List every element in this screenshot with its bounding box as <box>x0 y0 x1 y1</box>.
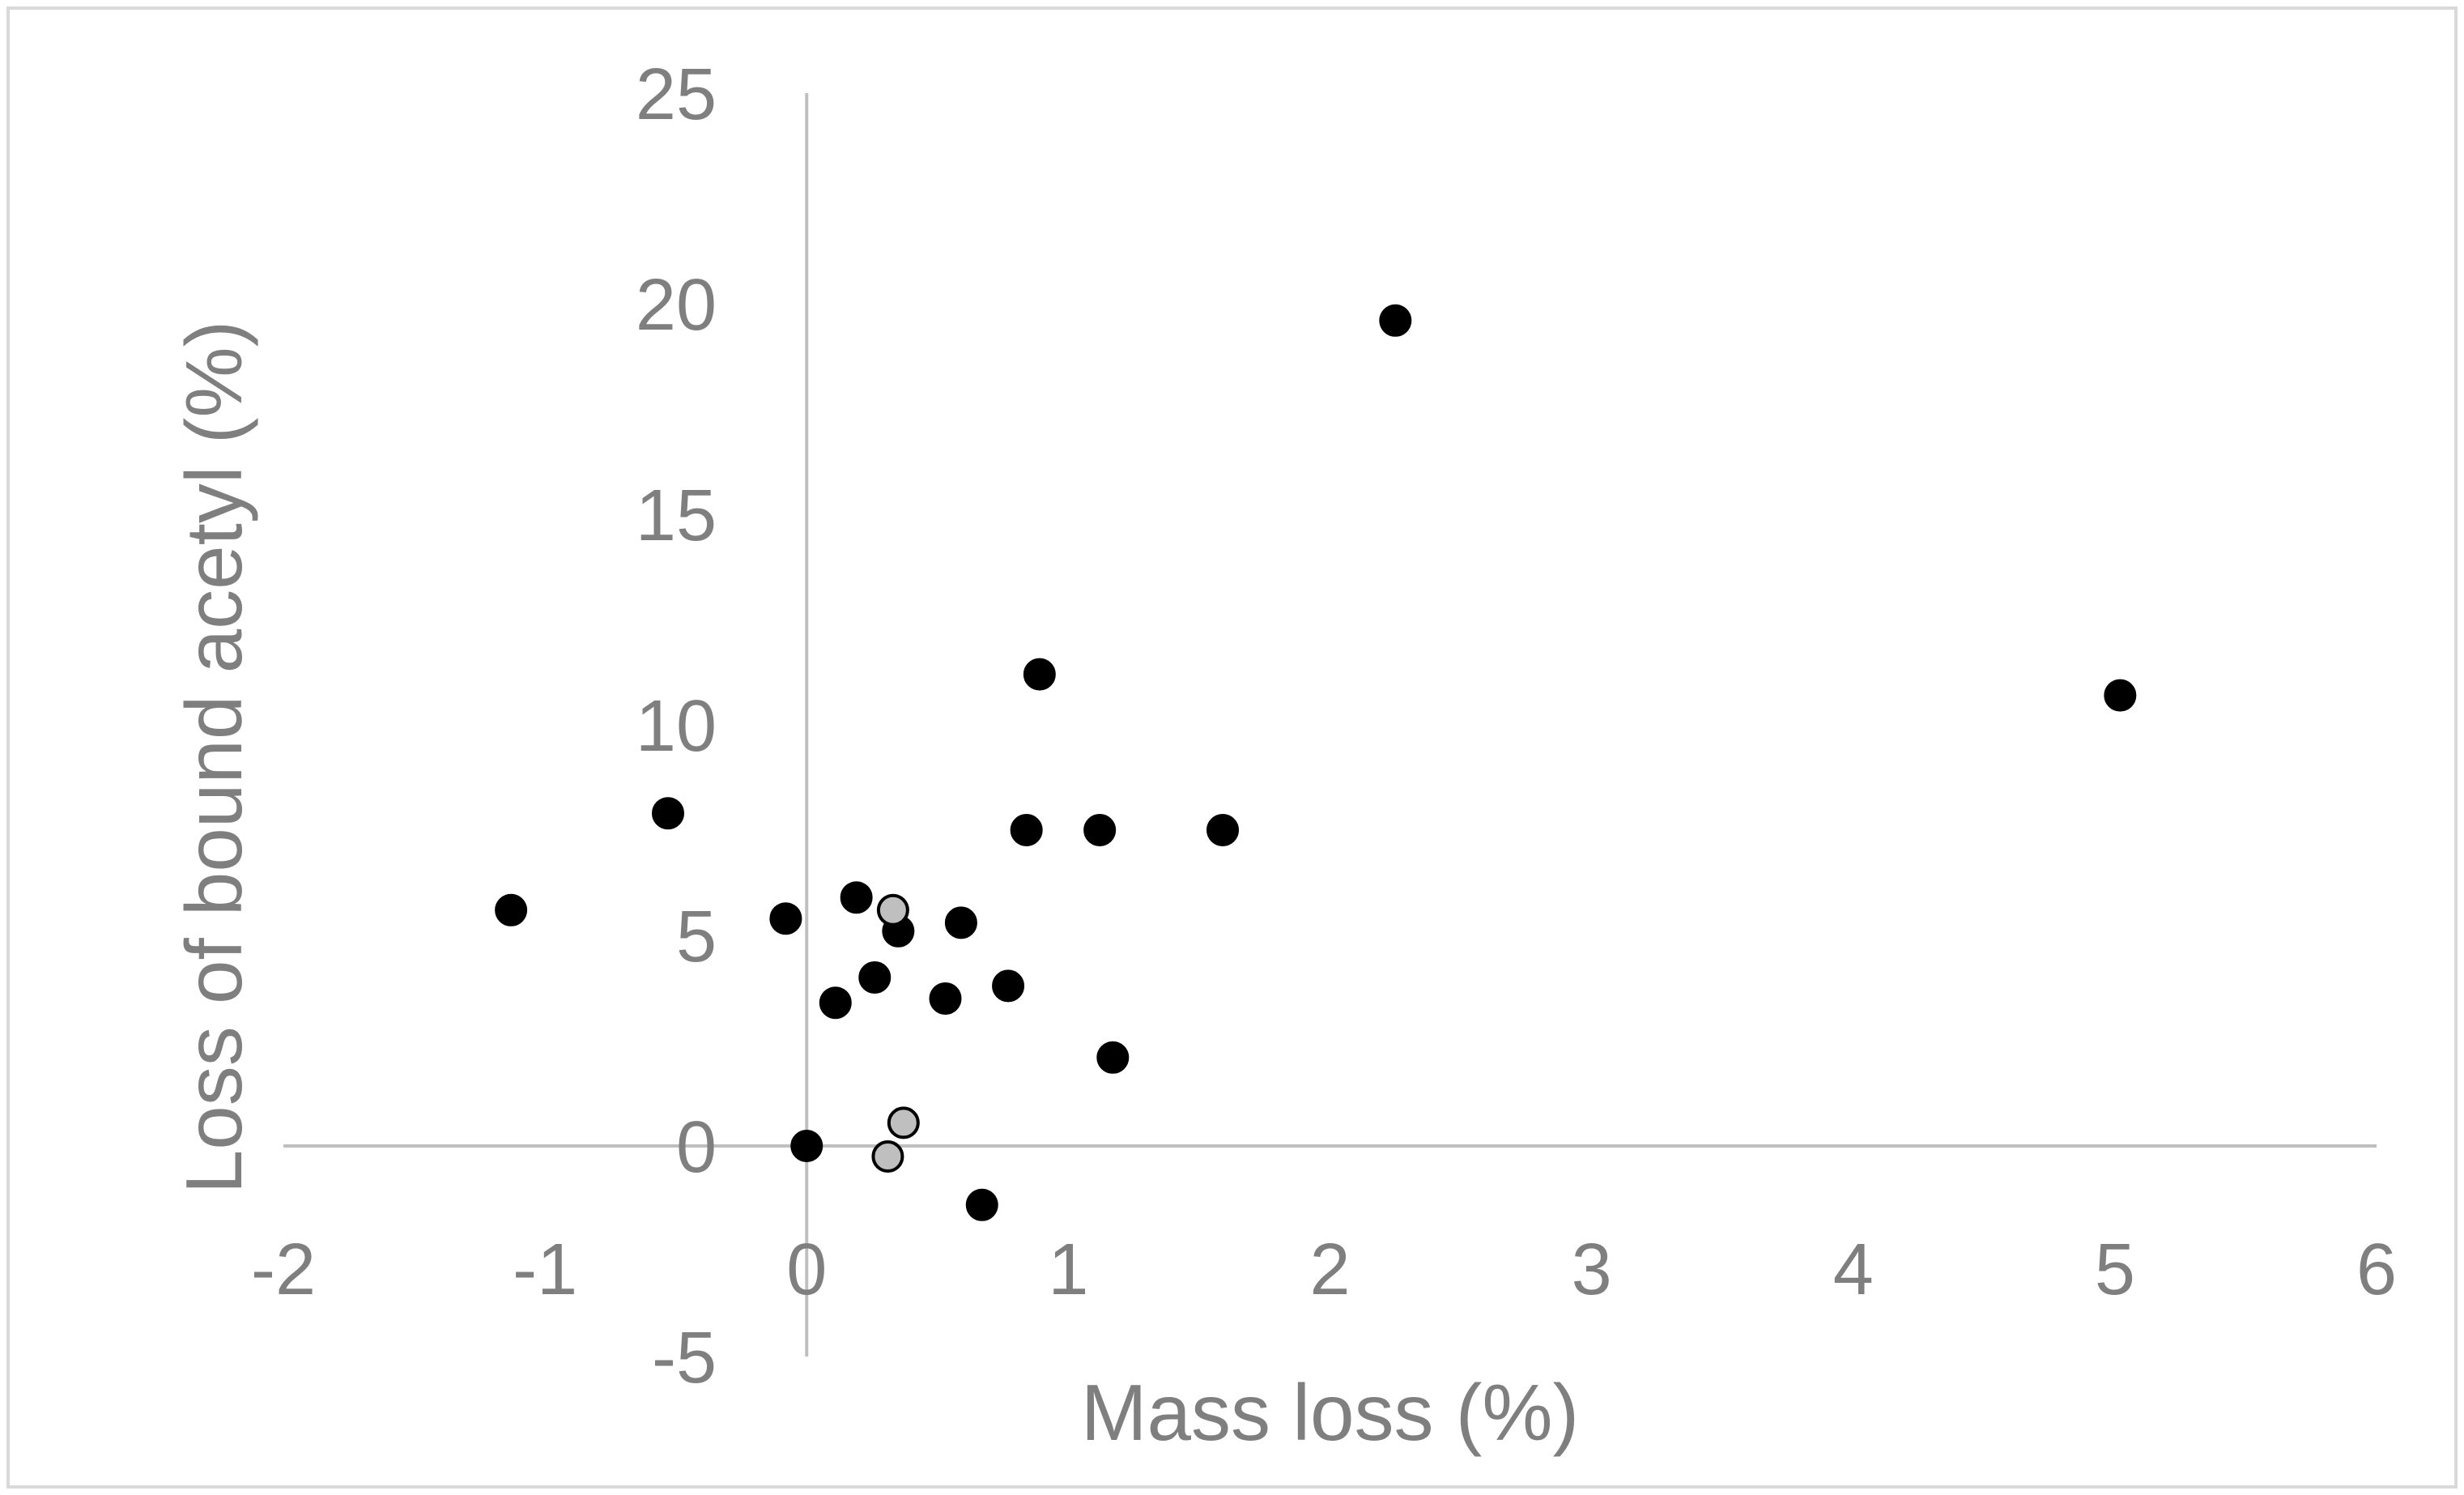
y-tick-label: 10 <box>636 686 717 767</box>
x-tick-label: -2 <box>251 1229 316 1310</box>
data-point-black <box>495 893 528 926</box>
data-point-black <box>1096 1041 1130 1074</box>
data-point-black <box>1206 814 1240 846</box>
y-tick-label: 5 <box>676 897 717 978</box>
x-tick-label: 1 <box>1048 1229 1088 1310</box>
data-point-black <box>944 906 977 939</box>
data-point-gray <box>876 893 909 926</box>
chart-border <box>6 6 2458 1489</box>
data-point-black <box>1010 814 1043 846</box>
x-tick-label: 6 <box>2356 1229 2397 1310</box>
data-point-black <box>790 1130 823 1162</box>
x-tick-label: 4 <box>1833 1229 1874 1310</box>
x-tick-label: -1 <box>513 1229 577 1310</box>
data-points <box>495 304 2137 1221</box>
data-point-black <box>858 961 892 994</box>
y-tick-label: -5 <box>652 1318 717 1399</box>
data-point-black <box>1379 304 1412 337</box>
y-tick-label: 15 <box>636 475 717 556</box>
x-tick-label: 5 <box>2095 1229 2135 1310</box>
data-point-black <box>819 986 852 1020</box>
x-tick-label: 3 <box>1572 1229 1612 1310</box>
data-point-black <box>1023 658 1056 691</box>
y-tick-label: 25 <box>636 54 717 135</box>
data-point-black <box>769 902 802 935</box>
x-tick-label: 2 <box>1309 1229 1350 1310</box>
x-axis-title: Mass loss (%) <box>1081 1368 1579 1457</box>
data-point-black <box>840 881 873 914</box>
data-point-black <box>965 1188 998 1221</box>
tick-labels: -2 -1 0 1 2 3 4 5 6 -5 0 5 10 15 20 25 <box>251 54 2397 1399</box>
data-point-black <box>1083 814 1117 846</box>
data-point-black <box>929 982 962 1015</box>
y-tick-label: 0 <box>676 1107 717 1188</box>
data-point-gray <box>887 1106 920 1139</box>
data-point-black <box>651 797 684 830</box>
data-point-black <box>992 969 1025 1003</box>
data-point-black <box>2104 679 2137 712</box>
y-axis-title: Loss of bound acetyl (%) <box>169 321 258 1195</box>
y-tick-label: 20 <box>636 265 717 346</box>
x-tick-label: 0 <box>786 1229 827 1310</box>
data-point-gray <box>871 1140 904 1173</box>
